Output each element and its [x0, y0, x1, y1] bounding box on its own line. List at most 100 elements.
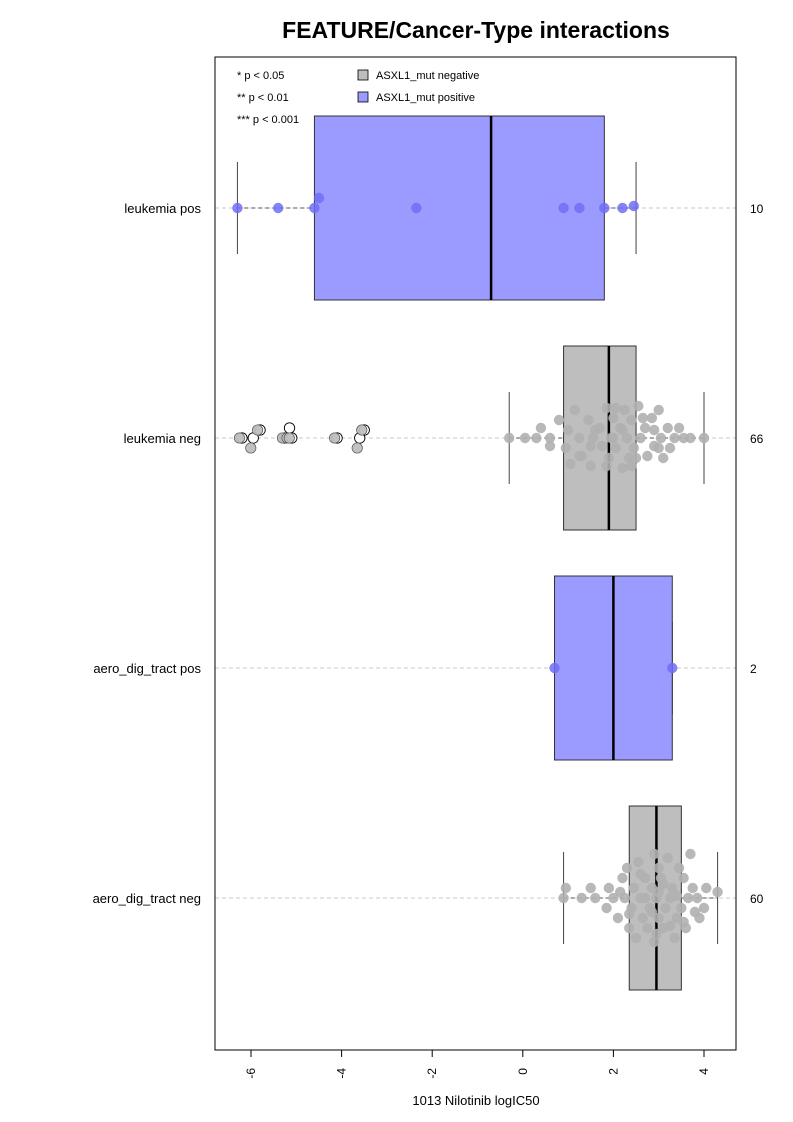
data-point [590, 424, 601, 436]
data-point [630, 932, 642, 944]
data-point [608, 412, 619, 424]
data-point [272, 202, 284, 214]
data-point [531, 432, 542, 444]
data-point [544, 432, 556, 444]
x-axis-label: 1013 Nilotinib logIC50 [412, 1093, 539, 1108]
data-point [660, 902, 671, 914]
data-point [658, 452, 669, 464]
data-point [245, 442, 257, 454]
data-point [614, 886, 626, 898]
data-point [560, 882, 572, 894]
data-point [329, 432, 341, 444]
data-point [574, 202, 585, 214]
data-point [504, 432, 515, 444]
x-tick-label: -4 [335, 1068, 349, 1079]
data-point [603, 882, 615, 894]
data-point [608, 432, 619, 444]
x-tick-label: 2 [606, 1068, 620, 1075]
data-point [585, 460, 596, 472]
data-point [565, 458, 576, 470]
data-point [639, 892, 651, 904]
data-point [596, 440, 608, 452]
data-point [574, 450, 585, 462]
data-point [673, 422, 685, 434]
group-label: leukemia neg [124, 431, 201, 446]
data-point [356, 424, 368, 436]
data-point [233, 432, 245, 444]
x-tick-label: -6 [244, 1068, 258, 1079]
data-point [569, 404, 581, 416]
data-point [685, 432, 696, 444]
data-point [617, 872, 628, 884]
data-point [624, 908, 635, 920]
data-point [601, 402, 612, 414]
data-point [626, 460, 637, 472]
legend-label-positive: ASXL1_mut positive [376, 92, 475, 104]
data-point [689, 906, 701, 918]
data-point [646, 412, 658, 424]
data-point [610, 442, 621, 454]
data-point [252, 424, 264, 436]
data-point [669, 432, 680, 444]
data-point [351, 442, 363, 454]
data-point [648, 848, 660, 860]
data-point [603, 452, 615, 464]
chart-title: FEATURE/Cancer-Type interactions [282, 17, 670, 43]
data-point [685, 848, 696, 860]
data-point [701, 882, 712, 894]
data-point [667, 662, 678, 674]
data-point [535, 422, 547, 434]
data-point [601, 460, 612, 472]
group-count-label: 2 [750, 662, 757, 676]
data-point [621, 862, 633, 874]
data-point [678, 916, 689, 928]
group-label: leukemia pos [124, 201, 201, 216]
x-tick-label: -2 [425, 1068, 439, 1079]
group-labels: leukemia pos 10 leukemia neg 66 aero_dig_tra… [93, 201, 764, 906]
data-point [642, 922, 653, 934]
data-point [617, 424, 628, 436]
data-point [544, 440, 556, 452]
plot-area [215, 115, 736, 991]
data-point [669, 932, 680, 944]
data-point [671, 890, 683, 902]
data-point [628, 200, 639, 212]
data-point [653, 886, 664, 898]
data-point [687, 882, 698, 894]
data-point [635, 432, 646, 444]
data-point [667, 882, 678, 894]
data-point [692, 892, 703, 904]
data-point [601, 902, 612, 914]
group-count-label: 10 [750, 202, 764, 216]
data-point [639, 422, 651, 434]
data-point [549, 662, 560, 674]
significance-legend-entry: * p < 0.05 [237, 70, 284, 82]
data-point [576, 892, 587, 904]
data-point [585, 440, 596, 452]
legend: * p < 0.05 ** p < 0.01 *** p < 0.001 ASX… [237, 69, 479, 126]
data-point [309, 202, 320, 214]
legend-swatch-negative [357, 69, 369, 81]
data-point [599, 202, 610, 214]
data-point [648, 424, 660, 436]
group-count-label: 60 [750, 892, 764, 906]
data-point [562, 424, 574, 436]
group-label: aero_dig_tract pos [93, 661, 201, 676]
data-point [637, 412, 649, 424]
data-point [626, 414, 637, 426]
data-point [608, 892, 619, 904]
x-tick-label: 4 [697, 1068, 711, 1075]
data-point [651, 928, 662, 940]
data-point [653, 862, 664, 874]
data-point [232, 202, 243, 214]
data-point [617, 202, 628, 214]
data-point [698, 432, 710, 444]
data-point [658, 878, 669, 890]
data-point [590, 892, 601, 904]
data-point [587, 432, 599, 444]
data-point [619, 404, 630, 416]
data-point [637, 912, 649, 924]
data-point [283, 432, 295, 444]
data-point [558, 202, 569, 214]
data-point [612, 912, 624, 924]
